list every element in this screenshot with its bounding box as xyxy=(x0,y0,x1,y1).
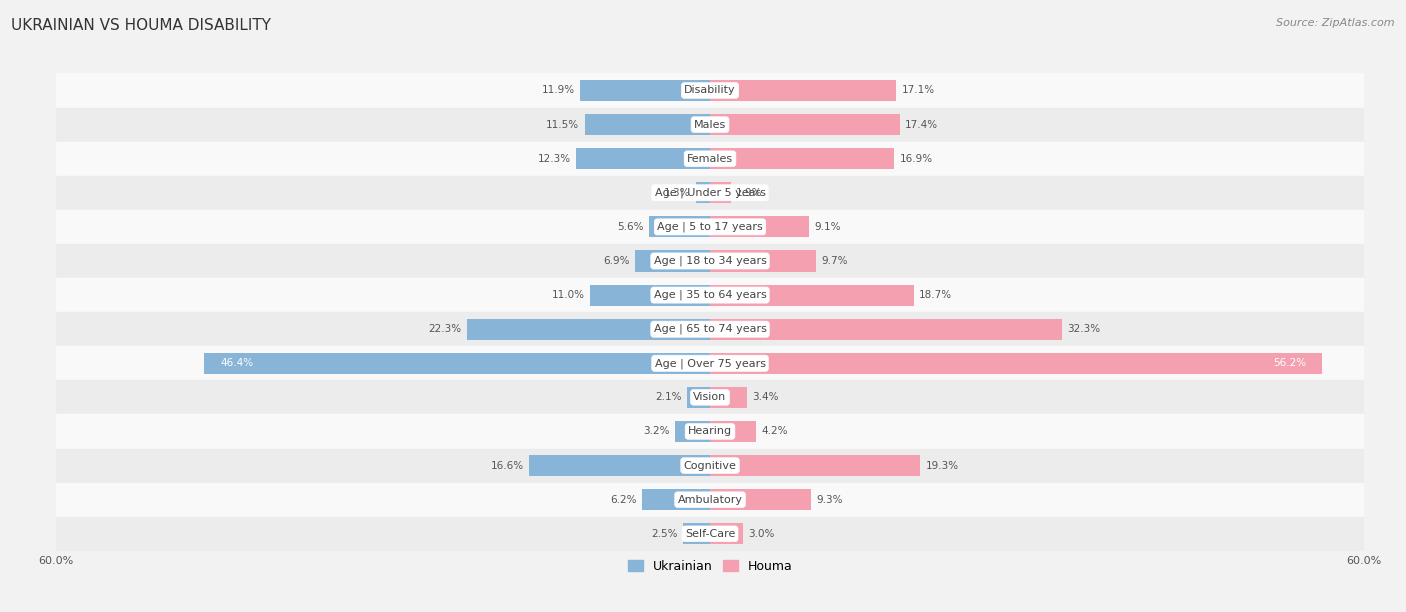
Bar xyxy=(56,108,1364,141)
Text: 32.3%: 32.3% xyxy=(1067,324,1101,334)
Text: 9.1%: 9.1% xyxy=(814,222,841,232)
Bar xyxy=(710,455,921,476)
Bar xyxy=(56,449,1364,483)
Text: 3.0%: 3.0% xyxy=(748,529,775,539)
Text: 5.6%: 5.6% xyxy=(617,222,644,232)
Bar xyxy=(585,114,710,135)
Bar xyxy=(688,387,710,408)
Text: Hearing: Hearing xyxy=(688,427,733,436)
Text: 2.5%: 2.5% xyxy=(651,529,678,539)
Bar xyxy=(56,312,1364,346)
Text: Vision: Vision xyxy=(693,392,727,402)
Text: 12.3%: 12.3% xyxy=(537,154,571,163)
Text: Males: Males xyxy=(695,119,725,130)
Text: Age | 65 to 74 years: Age | 65 to 74 years xyxy=(654,324,766,334)
Text: Age | 35 to 64 years: Age | 35 to 64 years xyxy=(654,290,766,300)
Bar xyxy=(56,176,1364,210)
Bar xyxy=(56,380,1364,414)
Text: Age | 5 to 17 years: Age | 5 to 17 years xyxy=(657,222,763,232)
Text: 56.2%: 56.2% xyxy=(1272,358,1306,368)
Bar xyxy=(467,319,710,340)
Bar xyxy=(710,285,914,305)
Text: 3.4%: 3.4% xyxy=(752,392,779,402)
Text: 16.9%: 16.9% xyxy=(900,154,932,163)
Text: UKRAINIAN VS HOUMA DISABILITY: UKRAINIAN VS HOUMA DISABILITY xyxy=(11,18,271,34)
Text: 4.2%: 4.2% xyxy=(761,427,787,436)
Bar xyxy=(56,517,1364,551)
Bar xyxy=(710,80,897,101)
Bar xyxy=(204,353,710,374)
Text: 1.9%: 1.9% xyxy=(737,188,762,198)
Bar xyxy=(56,210,1364,244)
Text: 11.0%: 11.0% xyxy=(551,290,585,300)
Text: 6.9%: 6.9% xyxy=(603,256,630,266)
Bar xyxy=(56,483,1364,517)
Text: Cognitive: Cognitive xyxy=(683,461,737,471)
Text: 1.3%: 1.3% xyxy=(664,188,690,198)
Bar xyxy=(576,148,710,170)
Bar xyxy=(56,414,1364,449)
Bar xyxy=(56,278,1364,312)
Bar xyxy=(56,346,1364,380)
Text: 11.5%: 11.5% xyxy=(546,119,579,130)
Text: 19.3%: 19.3% xyxy=(925,461,959,471)
Bar xyxy=(710,216,810,237)
Text: Age | Over 75 years: Age | Over 75 years xyxy=(655,358,765,368)
Text: Self-Care: Self-Care xyxy=(685,529,735,539)
Text: 22.3%: 22.3% xyxy=(429,324,461,334)
Text: 9.7%: 9.7% xyxy=(821,256,848,266)
Bar xyxy=(710,182,731,203)
Bar xyxy=(529,455,710,476)
Bar xyxy=(710,523,742,544)
Bar xyxy=(56,141,1364,176)
Bar xyxy=(710,387,747,408)
Bar xyxy=(696,182,710,203)
Text: 6.2%: 6.2% xyxy=(610,494,637,505)
Text: Source: ZipAtlas.com: Source: ZipAtlas.com xyxy=(1277,18,1395,28)
Bar xyxy=(683,523,710,544)
Text: 18.7%: 18.7% xyxy=(920,290,952,300)
Text: 9.3%: 9.3% xyxy=(817,494,844,505)
Bar xyxy=(56,73,1364,108)
Bar xyxy=(636,250,710,272)
Bar xyxy=(581,80,710,101)
Bar xyxy=(710,353,1323,374)
Legend: Ukrainian, Houma: Ukrainian, Houma xyxy=(623,555,797,578)
Text: 2.1%: 2.1% xyxy=(655,392,682,402)
Bar xyxy=(591,285,710,305)
Bar xyxy=(710,114,900,135)
Bar xyxy=(675,421,710,442)
Text: 46.4%: 46.4% xyxy=(221,358,254,368)
Text: 3.2%: 3.2% xyxy=(643,427,669,436)
Bar xyxy=(710,148,894,170)
Text: 11.9%: 11.9% xyxy=(541,86,575,95)
Bar xyxy=(56,244,1364,278)
Bar xyxy=(710,489,811,510)
Text: Disability: Disability xyxy=(685,86,735,95)
Text: 17.4%: 17.4% xyxy=(905,119,938,130)
Bar xyxy=(650,216,710,237)
Text: Females: Females xyxy=(688,154,733,163)
Bar xyxy=(710,421,756,442)
Text: Ambulatory: Ambulatory xyxy=(678,494,742,505)
Bar xyxy=(710,250,815,272)
Bar xyxy=(643,489,710,510)
Text: 17.1%: 17.1% xyxy=(901,86,935,95)
Text: Age | Under 5 years: Age | Under 5 years xyxy=(655,187,765,198)
Text: 16.6%: 16.6% xyxy=(491,461,523,471)
Bar xyxy=(710,319,1062,340)
Text: Age | 18 to 34 years: Age | 18 to 34 years xyxy=(654,256,766,266)
